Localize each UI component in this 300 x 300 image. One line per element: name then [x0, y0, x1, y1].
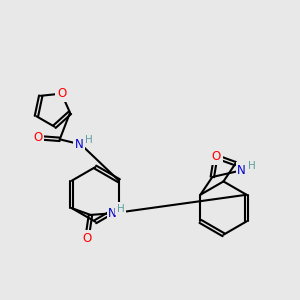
Text: H: H [117, 204, 124, 214]
Text: O: O [212, 150, 221, 163]
Text: O: O [57, 87, 66, 100]
Text: H: H [85, 135, 92, 146]
Text: H: H [248, 161, 256, 171]
Text: O: O [33, 131, 42, 144]
Text: N: N [75, 138, 84, 151]
Text: O: O [82, 232, 92, 244]
Text: N: N [108, 207, 117, 220]
Text: O: O [211, 150, 220, 163]
Text: N: N [237, 164, 246, 177]
